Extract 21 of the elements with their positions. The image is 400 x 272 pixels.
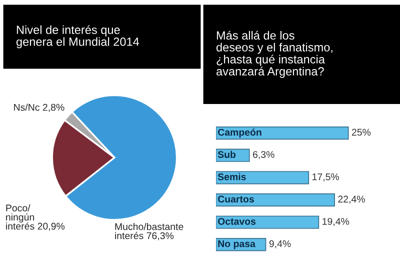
chart-title: Más allá de los deseos y el fanatismo, ¿hasta qué instancia avanzará Argentina? bbox=[216, 30, 332, 78]
slice-label: Ns/Nc 2,8% bbox=[14, 104, 64, 112]
chart-title: Nivel de interés que genera el Mundial 2014 bbox=[16, 25, 140, 48]
data-label: 6,3% bbox=[253, 151, 274, 160]
data-label: 9,4% bbox=[269, 240, 291, 248]
data-label: 17,5% bbox=[312, 173, 340, 182]
data-label: 19,4% bbox=[322, 218, 350, 226]
bar bbox=[216, 216, 320, 229]
data-label: 22,4% bbox=[338, 196, 365, 204]
y-tick-label: Sub bbox=[218, 150, 236, 158]
slice-label: Poco/ ningún interés 20,9% bbox=[6, 204, 65, 231]
y-tick-label: Campeón bbox=[218, 128, 262, 138]
y-tick-label: Cuartos bbox=[218, 196, 254, 203]
bar bbox=[216, 193, 335, 206]
bar bbox=[216, 171, 310, 184]
y-tick-label: Octavos bbox=[218, 218, 256, 225]
bar bbox=[216, 126, 349, 140]
y-tick-label: No pasa bbox=[218, 240, 256, 250]
data-label: 25% bbox=[352, 128, 371, 136]
slice-label: Mucho/bastante interés 76,3% bbox=[115, 222, 184, 240]
y-tick-label: Semis bbox=[218, 173, 246, 180]
